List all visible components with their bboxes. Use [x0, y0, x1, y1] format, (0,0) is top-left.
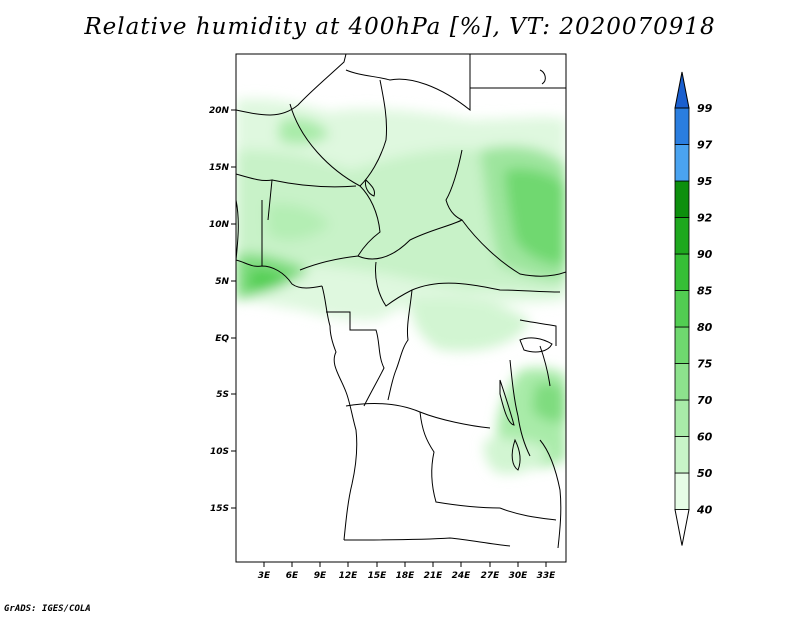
grads-credit: GrADS: IGES/COLA: [4, 604, 91, 614]
colorbar: 40 50 60 70 75 80 85 90 92 95 97 99: [674, 71, 713, 546]
lon-label: 9E: [314, 571, 327, 581]
colorbar-level-label: 92: [697, 212, 713, 225]
colorbar-level-label: 75: [697, 358, 713, 371]
colorbar-level-label: 95: [697, 175, 713, 188]
lon-label: 24E: [452, 571, 472, 581]
colorbar-segment: [674, 217, 690, 255]
lon-label: 30E: [509, 571, 529, 581]
lat-label: 10N: [209, 220, 230, 230]
lat-label: 10S: [210, 447, 229, 457]
colorbar-level-label: 90: [697, 248, 713, 261]
colorbar-level-label: 40: [696, 504, 713, 517]
colorbar-segment: [674, 472, 690, 510]
lon-label: 3E: [258, 571, 271, 581]
lat-label: 5S: [216, 390, 229, 400]
map-title: Relative humidity at 400hPa [%], VT: 202…: [84, 14, 716, 40]
longitude-labels: 3E 6E 9E 12E 15E 18E 21E 24E 27E 30E 33E: [258, 571, 556, 581]
colorbar-lower-arrow: [674, 509, 690, 546]
colorbar-level-label: 97: [697, 139, 713, 152]
colorbar-segment: [674, 363, 690, 401]
colorbar-segment: [674, 436, 690, 474]
colorbar-segment: [674, 326, 690, 364]
humidity-shading: [236, 98, 566, 474]
lat-label: 15N: [209, 163, 230, 173]
colorbar-segment: [674, 107, 690, 145]
lat-label: 15S: [210, 504, 229, 514]
lon-label: 21E: [424, 571, 444, 581]
latitude-labels: 20N 15N 10N 5N EQ 5S 10S 15S: [209, 106, 230, 514]
colorbar-segment: [674, 144, 690, 182]
colorbar-upper-arrow: [674, 71, 690, 109]
lon-label: 33E: [537, 571, 557, 581]
colorbar-level-label: 50: [697, 467, 713, 480]
colorbar-level-label: 60: [697, 431, 713, 444]
colorbar-level-label: 85: [697, 285, 713, 298]
colorbar-level-label: 70: [697, 394, 713, 407]
map-frame: [235, 53, 567, 563]
lat-label: 5N: [215, 277, 229, 287]
lat-label: 20N: [209, 106, 230, 116]
lon-label: 18E: [396, 571, 416, 581]
lat-label: EQ: [215, 334, 229, 344]
lon-label: 15E: [368, 571, 388, 581]
lon-label: 6E: [286, 571, 299, 581]
colorbar-segment: [674, 180, 690, 218]
lon-label: 27E: [481, 571, 501, 581]
colorbar-level-label: 99: [697, 102, 713, 115]
colorbar-segment: [674, 399, 690, 437]
colorbar-level-label: 80: [697, 321, 713, 334]
colorbar-segment: [674, 253, 690, 291]
lon-label: 12E: [339, 571, 359, 581]
colorbar-segment: [674, 290, 690, 328]
